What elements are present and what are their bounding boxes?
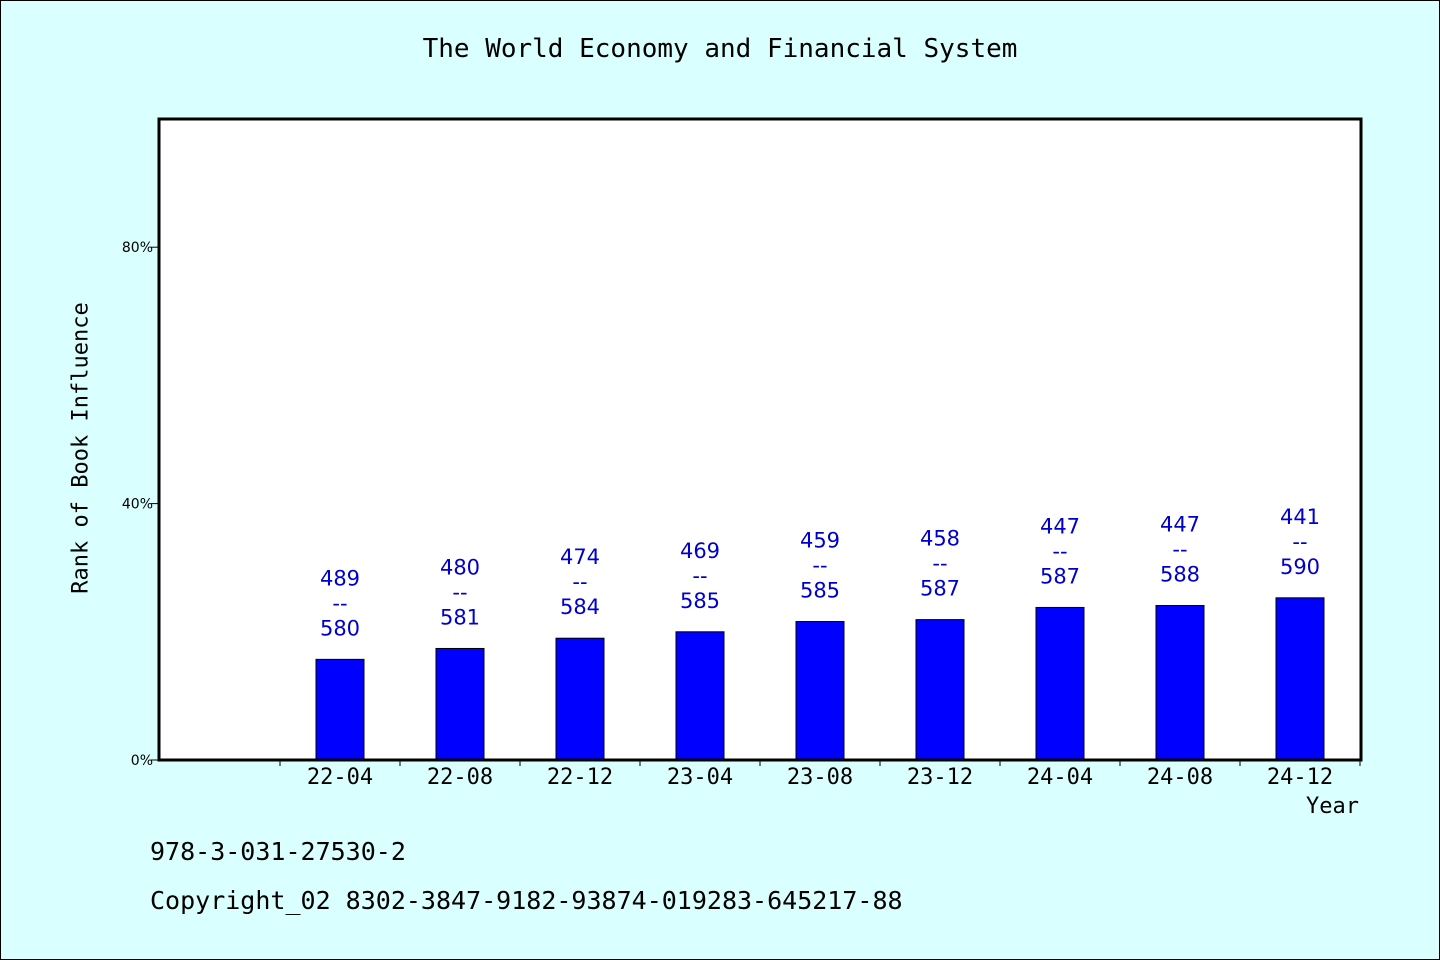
bar [1275,597,1325,761]
y-tick-label: 0% [131,753,153,769]
data-label: -- [812,554,827,578]
data-label: -- [932,552,947,576]
data-label: -- [1292,530,1307,554]
x-tick-label: 23-08 [787,765,853,790]
data-label: 587 [1040,564,1080,588]
data-label: 581 [440,605,480,629]
data-label: -- [1172,538,1187,562]
bar [555,637,605,761]
copyright-text: Copyright_02 8302-3847-9182-93874-019283… [150,886,903,915]
x-tick-label: 23-12 [907,765,973,790]
y-tick-label: 80% [122,240,153,256]
bar [915,619,965,761]
bar [1035,606,1085,761]
x-tick-label: 22-08 [427,765,493,790]
bar [795,621,845,761]
plot-border [157,117,1363,762]
data-label: -- [452,580,467,604]
data-label: 474 [560,545,600,569]
data-label: 458 [920,527,960,551]
data-label: 590 [1280,555,1320,579]
bar [435,647,485,761]
data-label: 459 [800,529,840,553]
data-label: 489 [320,566,360,590]
x-tick-label: 24-04 [1027,765,1093,790]
x-tick-label: 23-04 [667,765,733,790]
bar [675,631,725,761]
data-label: 469 [680,539,720,563]
isbn-text: 978-3-031-27530-2 [150,837,406,866]
x-tick-label: 24-08 [1147,765,1213,790]
data-label: 447 [1040,514,1080,538]
data-label: 480 [440,555,480,579]
data-label: 584 [560,595,600,619]
y-tick-label: 40% [122,497,153,513]
bar [1155,605,1205,761]
chart-title: The World Economy and Financial System [422,34,1018,64]
data-label: -- [572,570,587,594]
data-label: 447 [1160,513,1200,537]
data-label: 588 [1160,563,1200,587]
data-label: 585 [680,589,720,613]
x-tick-label: 24-12 [1267,765,1333,790]
data-label: -- [692,564,707,588]
x-tick-label: 22-12 [547,765,613,790]
data-label: -- [332,591,347,615]
x-axis-label: Year [1306,794,1359,819]
data-label: 585 [800,579,840,603]
data-label: 580 [320,616,360,640]
x-tick-label: 22-04 [307,765,373,790]
data-label: 441 [1280,505,1320,529]
bar [315,658,365,761]
data-label: 587 [920,577,960,601]
data-label: -- [1052,539,1067,563]
